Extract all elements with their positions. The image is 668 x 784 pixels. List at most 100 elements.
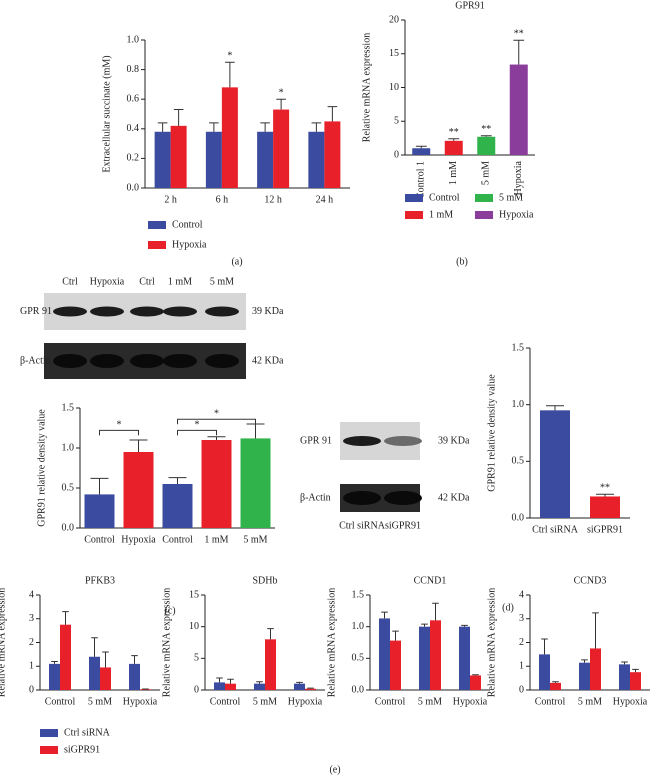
x-tick-label: Hypoxia: [123, 696, 158, 707]
error-bar: [461, 624, 468, 627]
significance-marker: *: [195, 420, 200, 431]
y-tick-label: 1.0: [352, 621, 365, 632]
bar: [412, 148, 431, 155]
bar: [540, 410, 570, 518]
error-bar: [51, 661, 58, 664]
lane-label: siGPR91: [385, 520, 421, 531]
bar: [550, 682, 561, 690]
bar: [619, 664, 630, 690]
error-bar: [421, 623, 428, 627]
x-tick-label: 5 mM: [88, 696, 112, 707]
significance-marker: **: [481, 124, 491, 135]
y-tick-label: 4: [29, 589, 34, 600]
blot-band: [384, 436, 422, 446]
bar: [123, 452, 154, 528]
bar: [140, 689, 151, 690]
significance-marker: *: [117, 420, 122, 431]
error-bar: [448, 138, 460, 141]
y-tick-label: 15: [189, 589, 199, 600]
y-tick-label: 0.0: [127, 182, 140, 193]
bar: [419, 626, 430, 690]
bar: [444, 140, 463, 155]
error-bar: [311, 122, 322, 132]
blot-band: [53, 306, 87, 317]
y-tick-label: 0.0: [352, 684, 365, 695]
y-tick-label: 1: [519, 661, 524, 672]
legend-label: siGPR91: [64, 744, 100, 755]
blot-band: [130, 306, 164, 317]
error-bar: [227, 678, 234, 684]
error-bar: [157, 122, 168, 132]
legend-label: 5 mM: [499, 192, 523, 203]
blot-band: [205, 306, 239, 317]
x-tick-label: 12 h: [264, 194, 282, 205]
error-bar: [327, 106, 338, 122]
significance-bracket: [177, 429, 217, 436]
y-tick-label: 4: [519, 589, 524, 600]
y-tick-label: 0: [29, 684, 34, 695]
x-tick-label: Ctrl siRNA: [532, 524, 579, 535]
bar: [579, 662, 590, 690]
y-tick-label: 0.6: [127, 93, 140, 104]
y-tick-label: 0: [394, 149, 399, 160]
blot-band: [343, 436, 381, 446]
y-axis-label: Relative mRNA expression: [326, 588, 337, 697]
legend-swatch: [148, 241, 166, 249]
error-bar: [296, 681, 303, 684]
error-bar: [260, 122, 270, 132]
bar: [459, 626, 470, 690]
significance-bracket: [177, 418, 256, 425]
bar: [273, 109, 290, 188]
error-bar: [581, 659, 588, 663]
error-bar: [267, 628, 274, 640]
bar: [539, 654, 550, 690]
error-bar: [207, 436, 226, 440]
bar: [477, 136, 496, 155]
x-tick-label: Hypoxia: [513, 160, 524, 195]
y-tick-label: 0.0: [62, 522, 75, 533]
lane-label: Ctrl: [139, 276, 155, 287]
legend-label: Ctrl siRNA: [64, 727, 111, 738]
legend-swatch: [40, 746, 58, 754]
x-tick-label: 5 mM: [481, 161, 492, 185]
blot-band: [130, 354, 164, 368]
bar: [129, 663, 140, 690]
y-tick-label: 2: [519, 637, 524, 648]
error-bar: [307, 687, 314, 689]
error-bar: [129, 439, 148, 452]
y-tick-label: 1.5: [512, 342, 525, 353]
blot-row-label: GPR 91: [20, 306, 52, 317]
bar: [590, 648, 601, 690]
chart-title: GPR91: [455, 0, 484, 11]
panel-label: (d): [502, 602, 514, 613]
chart-title: CCND1: [414, 575, 447, 586]
y-tick-label: 10: [189, 621, 199, 632]
bar: [60, 624, 71, 690]
x-tick-label: Hypoxia: [121, 534, 156, 545]
x-tick-label: Hypoxia: [288, 696, 323, 707]
blot-size-label: 39 KDa: [252, 306, 284, 317]
blot-size-label: 39 KDa: [438, 435, 470, 446]
x-tick-label: Control: [535, 696, 566, 707]
error-bar: [381, 611, 388, 619]
bar: [170, 125, 187, 188]
y-tick-label: 0: [519, 684, 524, 695]
x-tick-label: 6 h: [216, 194, 229, 205]
y-axis-label: Extracellular succinate (mM): [101, 55, 112, 172]
y-tick-label: 0.8: [127, 64, 140, 75]
y-tick-label: 1.5: [352, 589, 365, 600]
bar: [509, 64, 528, 155]
blot-band: [384, 491, 422, 505]
lane-label: Ctrl: [62, 276, 78, 287]
error-bar: [432, 602, 439, 621]
error-bar: [102, 651, 109, 668]
y-axis-label: GPR91 relative density value: [486, 374, 497, 492]
bar: [240, 438, 271, 528]
error-bar: [592, 612, 599, 649]
significance-marker: *: [214, 408, 219, 419]
panel-label: (b): [456, 256, 468, 267]
blot-band: [163, 354, 197, 368]
bar: [254, 683, 265, 690]
lane-label: 5 mM: [210, 276, 234, 287]
